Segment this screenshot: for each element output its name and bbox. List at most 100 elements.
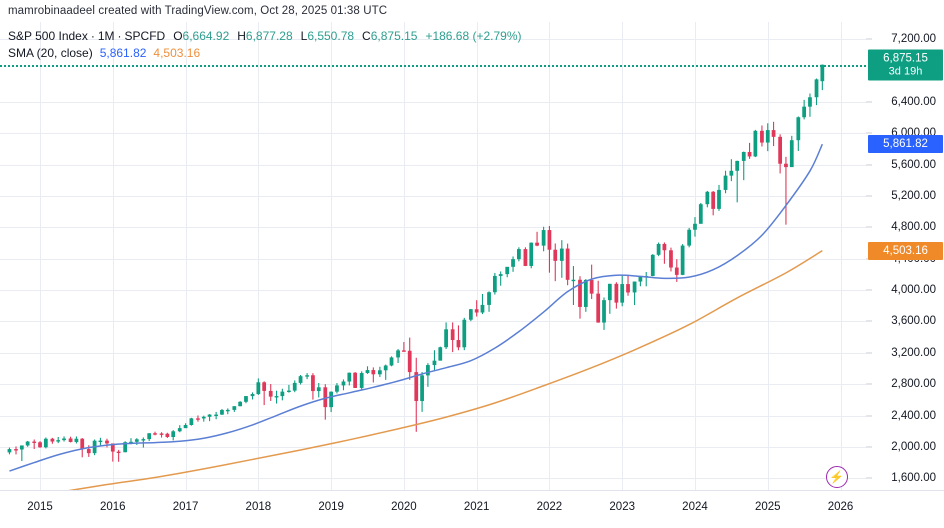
price-tick-dash	[866, 415, 872, 417]
price-tick-label: 2,400.00	[891, 409, 936, 422]
candle-body	[414, 372, 419, 402]
candle-body	[535, 242, 539, 246]
candle-body	[565, 248, 570, 280]
candle-body	[402, 350, 406, 352]
time-tick-label: 2018	[245, 501, 272, 513]
candle-body	[256, 382, 261, 395]
price-tick-dash	[866, 477, 872, 479]
candle-body	[511, 259, 515, 267]
bar-countdown: 3d 19h	[888, 65, 923, 78]
candle-body	[129, 441, 133, 444]
candle-body	[498, 274, 503, 276]
price-tick-dash	[866, 446, 872, 448]
price-tick-dash	[866, 195, 872, 197]
price-tick-dash	[866, 289, 872, 291]
candle-body	[578, 279, 582, 307]
time-tick-label: 2017	[172, 501, 199, 513]
candle-body	[153, 433, 157, 435]
time-tick-label: 2026	[827, 501, 854, 513]
candle-body	[38, 442, 42, 448]
candle-body	[723, 175, 728, 190]
time-tick-label: 2025	[754, 501, 781, 513]
candle-body	[620, 284, 625, 303]
candle-body	[123, 442, 128, 453]
candle-body	[159, 433, 164, 435]
candle-body	[626, 284, 630, 293]
candle-body	[529, 242, 534, 266]
price-tick-label: 2,000.00	[891, 440, 936, 453]
candle-body	[232, 406, 237, 410]
price-tick-dash	[866, 101, 872, 103]
candle-body	[796, 117, 801, 141]
candle-body	[207, 414, 212, 417]
candle-body	[432, 360, 437, 366]
candle-body	[632, 281, 637, 293]
candle-body	[396, 350, 400, 358]
candle-body	[753, 130, 758, 157]
attribution-text: mamrobinaadeel created with TradingView.…	[8, 5, 388, 17]
candle-body	[141, 439, 146, 441]
candle-body	[56, 440, 61, 442]
candle-body	[480, 304, 485, 313]
candle-body	[505, 266, 510, 275]
time-tick-label: 2020	[391, 501, 417, 513]
candle-body	[674, 267, 679, 275]
lightning-icon[interactable]: ⚡	[825, 466, 848, 488]
candle-body	[7, 449, 12, 453]
candle-body	[116, 451, 121, 453]
candle-body	[165, 433, 170, 438]
candle-body	[820, 64, 825, 82]
candle-body	[262, 382, 267, 391]
candle-body	[802, 106, 807, 118]
candle-body	[771, 130, 776, 137]
time-axis[interactable]: 2015 2016 2017 2018 2019 2020 2021 2022 2023 2024…	[0, 490, 944, 528]
candle-body	[323, 387, 328, 408]
candle-body	[492, 275, 497, 293]
candle-body	[808, 97, 812, 107]
price-tick-dash	[866, 383, 872, 385]
candle-body	[607, 283, 612, 301]
candle-body	[98, 440, 103, 443]
candle-body	[784, 163, 788, 168]
candle-body	[335, 385, 339, 392]
candle-body	[14, 449, 18, 451]
price-tick-label: 5,200.00	[891, 190, 936, 203]
sma-slow-badge: 4,503.16	[868, 241, 943, 260]
candle-body	[183, 425, 188, 429]
price-tick-dash	[866, 38, 872, 40]
price-tick-label: 7,200.00	[891, 33, 936, 46]
candle-body	[110, 443, 115, 452]
candle-body	[292, 382, 297, 391]
price-tick-dash	[866, 164, 872, 166]
chart-plot-area[interactable]: ⚡	[0, 22, 866, 490]
candle-body	[468, 309, 473, 320]
candle-body	[365, 370, 370, 374]
candle-body	[687, 229, 692, 246]
candle-body	[147, 433, 152, 440]
candle-body	[741, 151, 746, 161]
candle-body	[68, 438, 73, 442]
sma-fast-line	[9, 143, 824, 472]
candle-body	[50, 438, 55, 442]
candle-body	[238, 401, 243, 407]
candle-body	[444, 329, 448, 348]
candle-body	[583, 279, 588, 307]
candle-body	[602, 300, 606, 323]
candle-body	[462, 319, 467, 348]
candle-body	[389, 357, 394, 366]
candle-body	[523, 249, 528, 266]
candle-body	[456, 340, 461, 348]
candle-body	[353, 372, 358, 388]
candle-body	[383, 365, 388, 371]
price-axis[interactable]: 7,200.00 6,400.00 6,000.00 5,600.00 5,200.00…	[866, 22, 944, 490]
candle-body	[669, 250, 673, 268]
time-tick-label: 2021	[463, 501, 490, 513]
candle-body	[789, 140, 794, 168]
candle-body	[596, 293, 601, 323]
price-tick-label: 5,600.00	[891, 158, 936, 171]
price-tick-label: 4,800.00	[891, 221, 936, 234]
candle-body	[244, 396, 248, 402]
current-price-value: 6,875.15	[883, 52, 928, 65]
candle-body	[711, 191, 716, 209]
